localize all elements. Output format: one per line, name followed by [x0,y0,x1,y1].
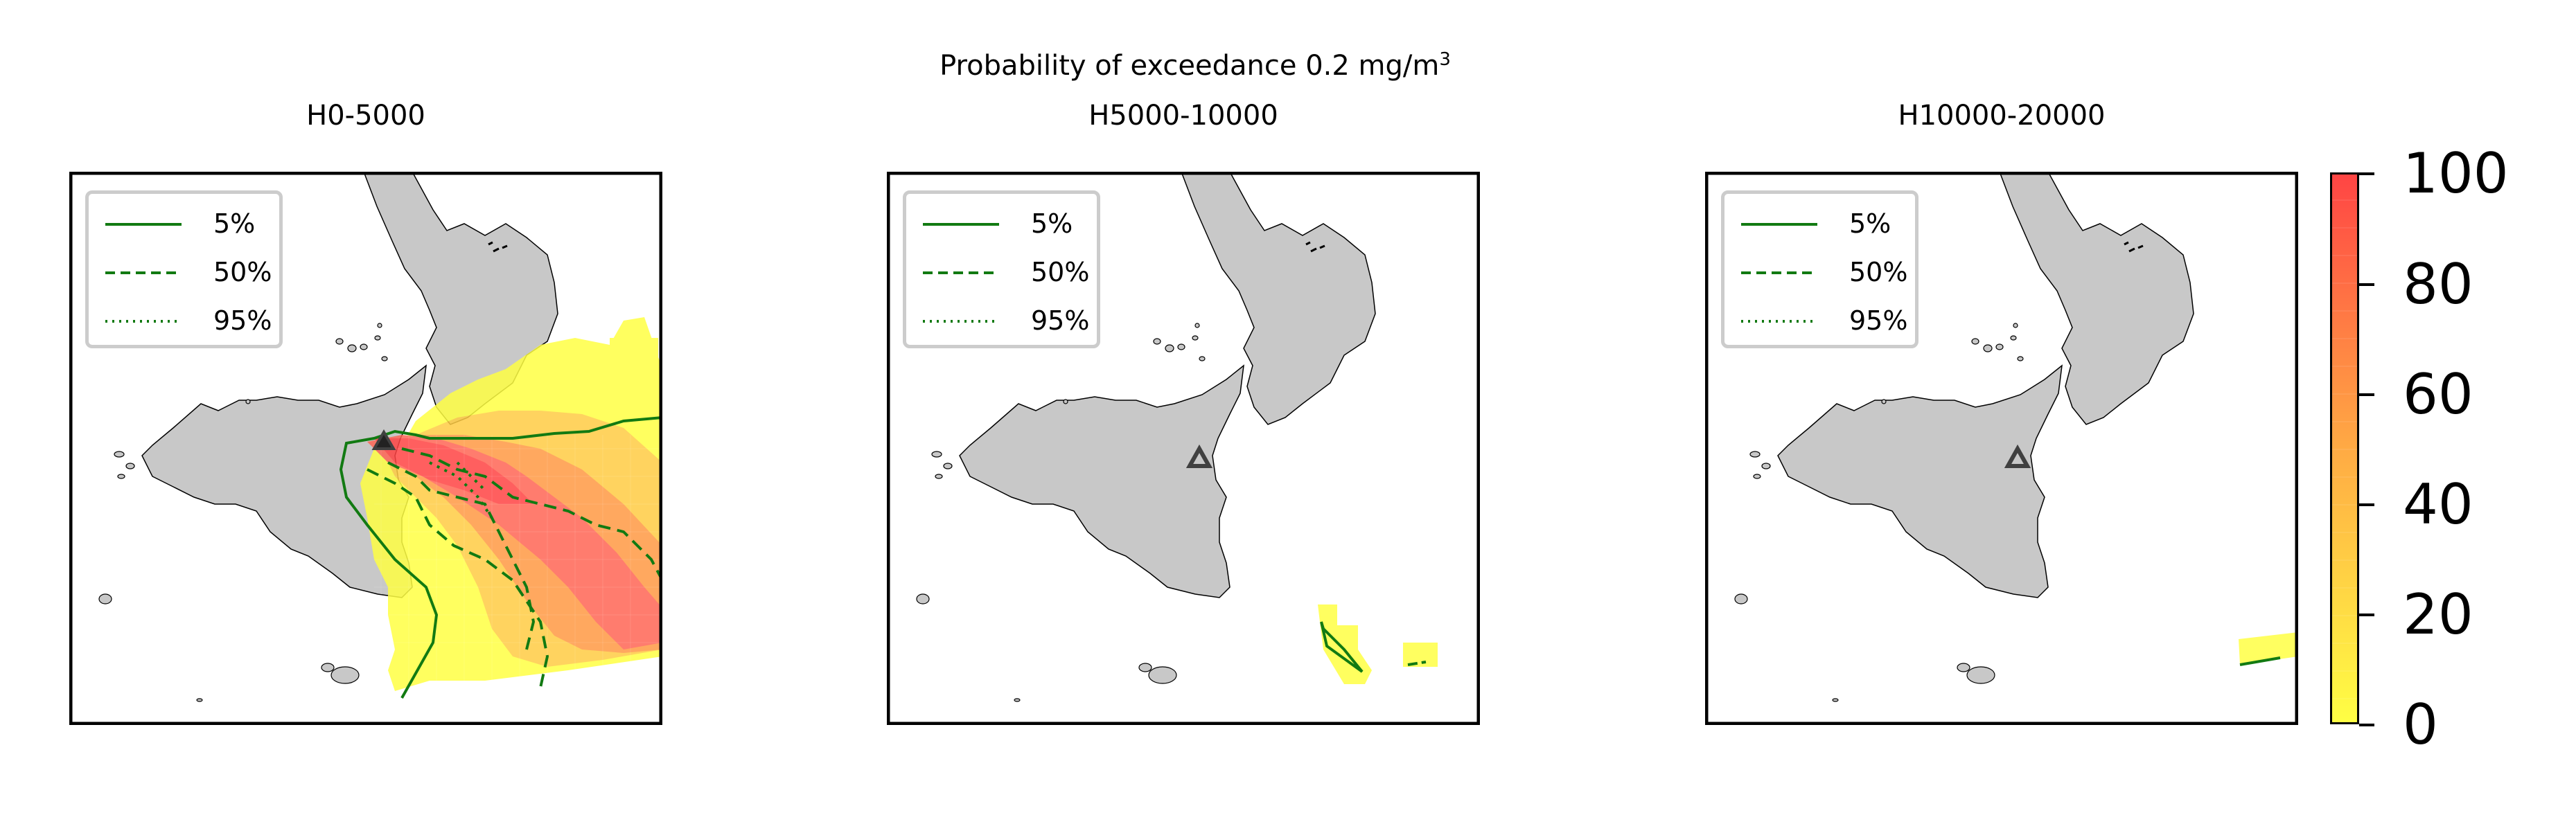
map-panel-h5000-10000: 5% 50% 95% [887,172,1480,725]
colorbar-label-20: 20 [2403,582,2473,647]
legend-label: 50% [213,257,272,287]
probability-grid-h10000-20000 [2239,632,2298,665]
legend-item-50pct: 50% [89,251,279,292]
legend-item-95pct: 95% [906,299,1097,341]
legend-item-5pct: 5% [1724,202,1915,244]
colorbar-tick-20 [2359,614,2374,616]
colorbar [2330,172,2359,724]
panel-title-h0-5000: H0-5000 [306,100,425,132]
map-frame [1705,172,2298,725]
legend-label: 50% [1849,257,1908,287]
probability-grid-h0-5000 [360,317,662,691]
colorbar-tick-40 [2359,503,2374,506]
colorbar-tick-100 [2359,172,2374,175]
legend-item-5pct: 5% [906,202,1097,244]
map-frame [69,172,662,725]
legend-h10000-20000: 5% 50% 95% [1721,190,1918,348]
figure-title: Probability of exceedance 0.2 mg/m3 [807,48,1583,87]
contour-lines-h0-5000 [339,416,662,699]
colorbar-label-60: 60 [2403,362,2473,427]
legend-item-5pct: 5% [89,202,279,244]
colorbar-label-40: 40 [2403,472,2473,537]
map-panel-h10000-20000: 5% 50% 95% [1705,172,2298,725]
map-panel-h0-5000: 5% 50% 95% [69,172,662,725]
legend-label: 5% [213,208,256,239]
map-canvas-h5000-10000 [887,172,1480,725]
legend-item-50pct: 50% [1724,251,1915,292]
volcano-marker-etna [2004,444,2031,468]
figure-title-text: Probability of exceedance 0.2 mg/m [939,50,1440,82]
colorbar-label-80: 80 [2403,252,2473,316]
legend-item-95pct: 95% [89,299,279,341]
map-frame [887,172,1480,725]
panel-title-h5000-10000: H5000-10000 [1088,100,1278,132]
probability-grid-h5000-10000 [1318,604,1438,684]
legend-label: 95% [213,305,272,336]
legend-label: 5% [1031,208,1073,239]
map-canvas-h0-5000 [69,172,662,725]
colorbar-frame [2330,172,2359,724]
legend-item-50pct: 50% [906,251,1097,292]
volcano-marker-etna [371,429,396,450]
colorbar-label-0: 0 [2403,692,2438,757]
legend-label: 50% [1031,257,1090,287]
map-canvas-h10000-20000 [1705,172,2298,725]
contour-lines-h10000-20000 [2239,656,2281,666]
colorbar-label-100: 100 [2403,141,2509,206]
colorbar-tick-80 [2359,283,2374,286]
colorbar-bands [2330,199,2359,699]
legend-label: 5% [1849,208,1891,239]
colorbar-tick-0 [2359,724,2374,726]
colorbar-tick-60 [2359,393,2374,396]
panel-title-h10000-20000: H10000-20000 [1898,100,2106,132]
legend-label: 95% [1031,305,1090,336]
legend-item-95pct: 95% [1724,299,1915,341]
legend-h5000-10000: 5% 50% 95% [903,190,1100,348]
figure-title-superscript: 3 [1439,49,1451,70]
legend-label: 95% [1849,305,1908,336]
contour-lines-h5000-10000 [1320,621,1427,673]
colorbar-gradient [2330,172,2359,724]
volcano-marker-etna [1185,444,1213,468]
legend-h0-5000: 5% 50% 95% [85,190,283,348]
